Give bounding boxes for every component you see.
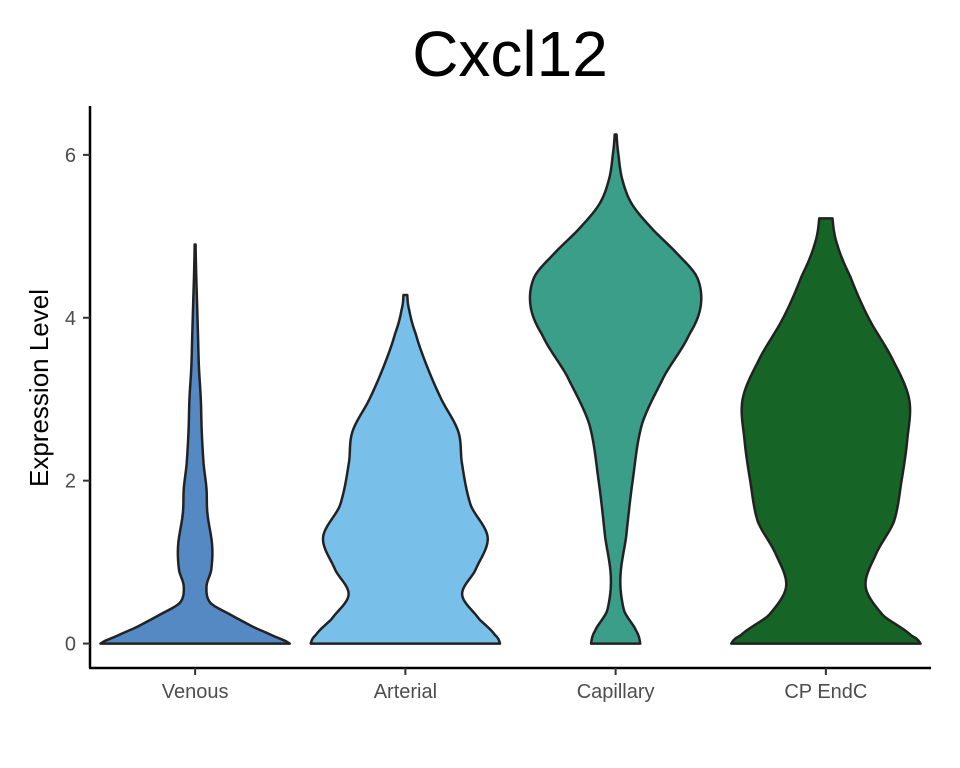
y-axis-label: Expression Level	[24, 289, 54, 487]
violin-capillary	[528, 133, 703, 645]
chart-title: Cxcl12	[412, 18, 608, 90]
violin-cp-endc	[730, 217, 922, 645]
x-tick-label: Arterial	[374, 681, 437, 703]
x-ticks: Venous Arterial Capillary CP EndC	[162, 668, 867, 703]
x-tick-label: Venous	[162, 681, 229, 703]
y-tick-label: 4	[65, 308, 76, 330]
x-tick-label: CP EndC	[784, 681, 867, 703]
violin-group	[99, 133, 922, 645]
x-tick-label: Capillary	[577, 681, 655, 703]
violin-venous	[99, 243, 291, 645]
violin-arterial	[309, 293, 502, 645]
y-tick-label: 0	[65, 634, 76, 656]
y-ticks: 0 2 4 6	[65, 145, 90, 656]
y-tick-label: 6	[65, 145, 76, 167]
y-tick-label: 2	[65, 471, 76, 493]
